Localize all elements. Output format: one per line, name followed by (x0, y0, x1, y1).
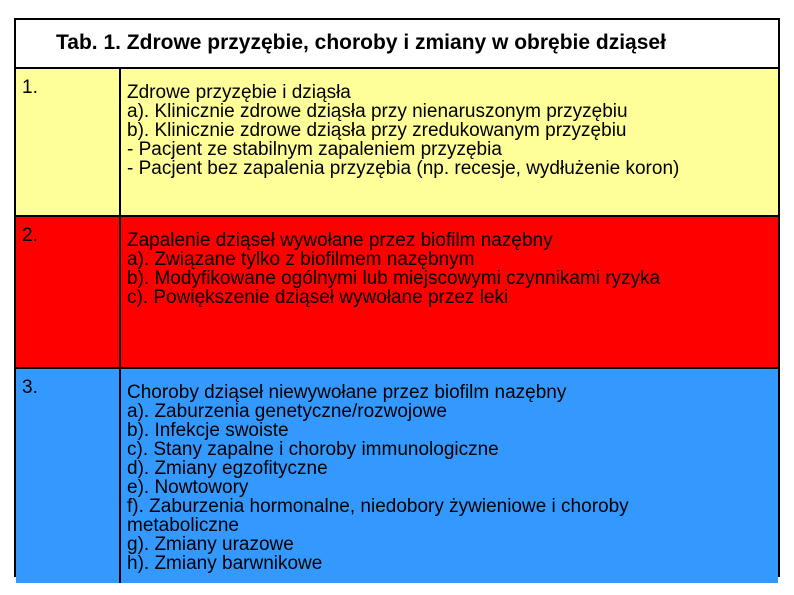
line: c). Powiększenie dziąseł wywołane przez … (127, 288, 770, 307)
row-number: 1. (16, 69, 121, 215)
line: b). Modyfikowane ogólnymi lub miejscowym… (127, 269, 770, 288)
row-number: 3. (16, 369, 121, 583)
line: c). Stany zapalne i choroby immunologicz… (127, 440, 770, 459)
table-title: Tab. 1. Zdrowe przyzębie, choroby i zmia… (16, 20, 778, 69)
line: Choroby dziąseł niewywołane przez biofil… (127, 383, 770, 402)
classification-table: Tab. 1. Zdrowe przyzębie, choroby i zmia… (14, 18, 780, 577)
line: metaboliczne (127, 516, 770, 535)
row-content: Zapalenie dziąseł wywołane przez biofilm… (121, 217, 778, 367)
line: d). Zmiany egzofityczne (127, 459, 770, 478)
line: - Pacjent bez zapalenia przyzębia (np. r… (127, 159, 770, 178)
row-content: Zdrowe przyzębie i dziąsła a). Kliniczni… (121, 69, 778, 215)
line: a). Związane tylko z biofilmem nazębnym (127, 250, 770, 269)
line: - Pacjent ze stabilnym zapaleniem przyzę… (127, 140, 770, 159)
table-row: 2. Zapalenie dziąseł wywołane przez biof… (16, 217, 778, 369)
table-row: 3. Choroby dziąseł niewywołane przez bio… (16, 369, 778, 583)
line: f). Zaburzenia hormonalne, niedobory żyw… (127, 497, 770, 516)
line: a). Zaburzenia genetyczne/rozwojowe (127, 402, 770, 421)
line: a). Klinicznie zdrowe dziąsła przy niena… (127, 102, 770, 121)
line: Zdrowe przyzębie i dziąsła (127, 83, 770, 102)
table-row: 1. Zdrowe przyzębie i dziąsła a). Klinic… (16, 69, 778, 217)
line: b). Infekcje swoiste (127, 421, 770, 440)
row-content: Choroby dziąseł niewywołane przez biofil… (121, 369, 778, 583)
row-number: 2. (16, 217, 121, 367)
line: g). Zmiany urazowe (127, 535, 770, 554)
line: h). Zmiany barwnikowe (127, 554, 770, 573)
line: b). Klinicznie zdrowe dziąsła przy zredu… (127, 121, 770, 140)
line: Zapalenie dziąseł wywołane przez biofilm… (127, 231, 770, 250)
line: e). Nowtowory (127, 478, 770, 497)
